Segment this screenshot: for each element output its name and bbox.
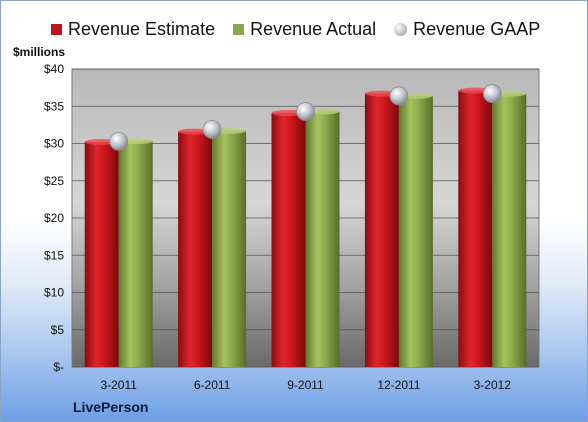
y-tick-label: $20 <box>44 211 64 225</box>
y-tick-label: $30 <box>44 137 64 151</box>
legend-item-actual: Revenue Actual <box>233 19 376 40</box>
y-axis-unit-label: $millions <box>13 45 66 59</box>
y-tick-label: $10 <box>44 286 64 300</box>
bar-actual <box>212 130 247 367</box>
legend-swatch-actual <box>233 23 245 35</box>
marker-gaap <box>109 131 129 151</box>
legend-swatch-gaap <box>394 22 408 36</box>
y-tick-label: $35 <box>44 99 64 113</box>
y-tick-label: $15 <box>44 248 64 262</box>
bar-actual <box>492 93 527 368</box>
bar-estimate <box>364 93 399 368</box>
company-name: LivePerson <box>73 399 149 415</box>
marker-gaap <box>296 102 315 121</box>
x-tick-label: 6-2011 <box>194 378 231 392</box>
legend-item-estimate: Revenue Estimate <box>51 19 215 40</box>
bar-actual <box>118 141 153 367</box>
y-tick-label: $5 <box>51 323 65 337</box>
x-tick-label: 3-2012 <box>474 378 512 392</box>
bar-actual <box>305 111 340 367</box>
y-tick-label: $- <box>53 360 64 374</box>
bar-actual <box>398 95 433 367</box>
marker-gaap <box>202 119 222 139</box>
legend-swatch-estimate <box>51 23 62 35</box>
y-tick-label: $40 <box>44 62 64 76</box>
marker-gaap <box>389 86 409 106</box>
bar-estimate <box>271 112 306 367</box>
legend-item-gaap: Revenue GAAP <box>394 19 540 40</box>
marker-gaap <box>482 84 502 103</box>
x-tick-label: 3-2011 <box>100 378 137 392</box>
legend-label-estimate: Revenue Estimate <box>68 18 216 39</box>
bar-estimate <box>458 90 493 367</box>
legend-label-actual: Revenue Actual <box>250 18 377 39</box>
x-tick-label: 9-2011 <box>287 378 324 392</box>
legend-label-gaap: Revenue GAAP <box>413 18 541 39</box>
bar-estimate <box>178 131 213 367</box>
bar-estimate <box>84 142 119 367</box>
x-tick-label: 12-2011 <box>377 378 420 392</box>
y-tick-label: $25 <box>44 174 64 188</box>
legend: Revenue Estimate Revenue Actual Revenue … <box>51 18 558 40</box>
